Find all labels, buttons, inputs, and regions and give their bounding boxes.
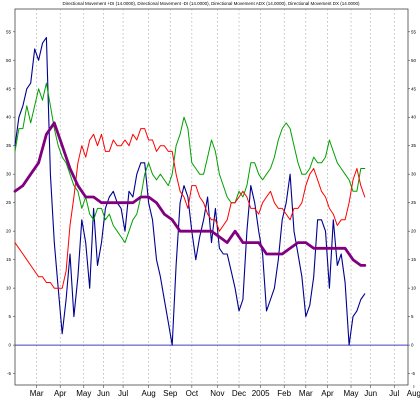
x-tick-label: Jul	[389, 389, 399, 398]
x-tick-label: Dec	[232, 389, 246, 398]
x-tick-label: 2005	[252, 389, 270, 398]
y-tick-label: -5	[411, 371, 415, 376]
x-tick-label: Apr	[321, 389, 334, 398]
x-tick-label: Mar	[299, 389, 313, 398]
y-tick-label: 50	[411, 58, 417, 63]
series-minus-di-line	[14, 128, 366, 289]
x-axis: Mar Apr May Jun Jul Aug Sep Oct Nov Dec 2005 Feb Mar…	[30, 385, 420, 398]
x-tick-label: Jul	[118, 389, 128, 398]
x-tick-label: May	[343, 389, 358, 398]
y-tick-label: 0	[411, 343, 414, 348]
y-tick-label: 55	[6, 29, 12, 34]
x-tick-label: Feb	[277, 389, 291, 398]
y-tick-label: 15	[411, 257, 417, 262]
y-tick-label: 10	[6, 286, 12, 291]
x-tick-label: Jun	[97, 389, 110, 398]
plot-frame	[14, 8, 409, 386]
y-tick-label: 50	[6, 58, 12, 63]
y-tick-label: 5	[411, 314, 414, 319]
x-tick-label: Aug	[407, 389, 420, 398]
chart-title: Directional Movement +DI (14.0000), Dire…	[62, 1, 360, 6]
y-tick-label: 40	[411, 115, 417, 120]
x-tick-label: May	[76, 389, 91, 398]
y-tick-label: 35	[6, 143, 12, 148]
grid-layer	[36, 9, 395, 385]
y-tick-label: 0	[8, 343, 11, 348]
x-tick-label: Sep	[163, 389, 178, 398]
y-tick-label: 20	[6, 229, 12, 234]
x-tick-label: Mar	[30, 389, 44, 398]
y-tick-label: 25	[411, 200, 417, 205]
series-layer	[13, 36, 367, 346]
y-tick-label: 20	[411, 229, 417, 234]
y-tick-label: 25	[6, 200, 12, 205]
y-tick-label: 5	[8, 314, 11, 319]
y-tick-label: 55	[411, 29, 417, 34]
y-tick-label: 30	[6, 172, 12, 177]
series-plus-di-line	[14, 82, 366, 244]
y-tick-label: 15	[6, 257, 12, 262]
y-tick-label: 35	[411, 143, 417, 148]
series-adx-line	[13, 121, 367, 267]
y-tick-label: 45	[411, 86, 417, 91]
y-tick-label: 10	[411, 286, 417, 291]
y-tick-label: -5	[7, 371, 11, 376]
y-axis-left: -5 0 5 10 15 20 25 30 35 40 45 50 55	[6, 29, 15, 376]
y-tick-label: 45	[6, 86, 12, 91]
y-tick-label: 40	[6, 115, 12, 120]
x-tick-label: Jun	[364, 389, 377, 398]
y-tick-label: 30	[411, 172, 417, 177]
x-tick-label: Nov	[210, 389, 224, 398]
x-tick-label: Aug	[142, 389, 156, 398]
series-dx-line	[14, 36, 366, 346]
x-tick-label: Apr	[54, 389, 67, 398]
x-tick-label: Oct	[186, 389, 199, 398]
y-axis-right: -5 0 5 10 15 20 25 30 35 40 45 50 55	[408, 29, 417, 376]
